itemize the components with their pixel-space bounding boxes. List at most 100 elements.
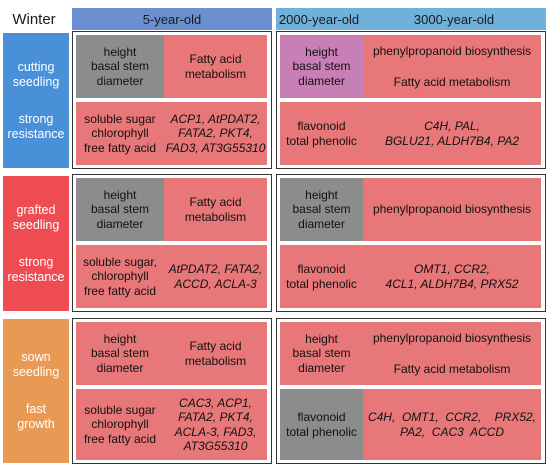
cell-line: free fatty acid <box>83 140 157 155</box>
cell-line: Fatty acid <box>189 52 242 66</box>
cell-line: 4CL1, ALDH7B4, PRX52 <box>385 276 519 291</box>
cell-line: soluble sugar <box>84 111 156 126</box>
cell-line: free fatty acid <box>83 283 157 298</box>
cell-genes: C4H, PAL, BGLU21, ALDH7B4, PA2 <box>363 102 541 165</box>
cell-line: diameter <box>96 360 144 375</box>
panel-5-year-sown: height basal stem diameter Fatty acid me… <box>72 318 272 464</box>
cell-line: FATA2, PKT4, <box>178 126 253 141</box>
cell-line: total phenolic <box>286 424 357 439</box>
cell-line: phenylpropanoid biosynthesis <box>372 44 532 58</box>
cell-line: ACLA-3, FAD3, <box>174 424 257 439</box>
cell-line: ACCD, ACLA-3 <box>174 276 257 291</box>
cell-pathway: Fatty acid metabolism <box>164 178 267 241</box>
cell-line: height <box>305 331 338 346</box>
panel-5-year-grafted: height basal stem diameter Fatty acid me… <box>72 174 272 312</box>
row-label-cutting-seedling: cutting seedling strong resistance <box>3 33 69 168</box>
cell-growth-traits: height basal stem diameter <box>280 322 363 385</box>
cell-genes: AtPDAT2, FATA2, ACCD, ACLA-3 <box>164 245 267 308</box>
cell-line: ACP1, AtPDAT2, <box>170 111 261 126</box>
panel-old-sown: height basal stem diameter phenylpropano… <box>276 318 546 464</box>
cell-line: total phenolic <box>286 133 357 148</box>
cell-line: basal stem <box>292 346 351 361</box>
cell-line: height <box>103 44 137 59</box>
cell-line: FAD3, AT3G55310 <box>165 140 266 155</box>
cell-line: flavonoid <box>297 262 346 276</box>
cell-growth-traits: height basal stem diameter <box>280 35 363 98</box>
cell-line: height <box>103 187 137 202</box>
cell-line: basal stem <box>90 59 150 74</box>
cell-line: Fatty acid metabolism <box>393 361 511 376</box>
cell-growth-traits: height basal stem diameter <box>76 178 164 241</box>
column-header-2000-year-old: 2000-year-old <box>276 8 362 30</box>
row-label-line: cutting <box>17 59 55 74</box>
cell-line: total phenolic <box>286 276 357 291</box>
cell-line: basal stem <box>90 346 150 361</box>
panel-5-year-cutting: height basal stem diameter Fatty acid me… <box>72 31 272 169</box>
cell-line: C4H, OMT1, CCR2, PRX52, <box>367 410 537 424</box>
row-label-line: fast <box>25 402 47 416</box>
cell-growth-traits: height basal stem diameter <box>76 35 164 98</box>
cell-line: soluble sugar, <box>82 254 158 269</box>
cell-physiological-traits: soluble sugar, chlorophyll free fatty ac… <box>76 245 164 308</box>
cell-line: flavonoid <box>297 119 346 133</box>
column-header-5-year-old: 5-year-old <box>72 8 272 30</box>
cell-line: basal stem <box>90 202 150 217</box>
cell-line: metabolism <box>184 209 247 224</box>
cell-line: chlorophyll <box>91 417 149 432</box>
cell-line: chlorophyll <box>91 126 149 141</box>
cell-line: diameter <box>96 216 144 231</box>
cell-line: AT3G55310 <box>183 439 248 453</box>
row-label-sown-seedling: sown seedling fast growth <box>3 319 69 463</box>
cell-line: height <box>305 187 338 202</box>
cell-line: diameter <box>298 360 345 375</box>
row-label-line: grafted <box>16 202 56 217</box>
row-label-line: growth <box>17 417 55 431</box>
panel-old-grafted: height basal stem diameter phenylpropano… <box>276 174 546 312</box>
cell-line: height <box>103 331 137 346</box>
column-header-3000-year-old: 3000-year-old <box>362 8 546 30</box>
row-label-line: seedling <box>12 217 60 232</box>
cell-physiological-traits: flavonoid total phenolic <box>280 389 363 460</box>
row-label-line: strong <box>18 111 54 126</box>
cell-line: diameter <box>298 216 345 231</box>
row-label-grafted-seedling: grafted seedling strong resistance <box>3 176 69 311</box>
cell-line: diameter <box>298 73 345 88</box>
column-header-2000-year-old-label: 2000-year-old <box>278 11 360 27</box>
cell-physiological-traits: soluble sugar chlorophyll free fatty aci… <box>76 102 164 165</box>
cell-growth-traits: height basal stem diameter <box>280 178 363 241</box>
row-label-line: seedling <box>12 74 60 89</box>
cell-physiological-traits: flavonoid total phenolic <box>280 245 363 308</box>
row-label-line: sown <box>21 350 51 364</box>
cell-line: Fatty acid metabolism <box>393 74 511 89</box>
row-label-line: resistance <box>7 269 65 284</box>
cell-line: free fatty acid <box>83 431 157 446</box>
cell-line: basal stem <box>292 202 351 217</box>
column-header-3000-year-old-label: 3000-year-old <box>413 11 495 27</box>
cell-line: phenylpropanoid biosynthesis <box>372 202 532 217</box>
corner-label: Winter <box>12 10 56 28</box>
row-label-line: seedling <box>12 365 60 379</box>
cell-pathway: phenylpropanoid biosynthesis <box>363 178 541 241</box>
column-header-5-year-old-label: 5-year-old <box>142 11 202 27</box>
cell-line: height <box>305 44 338 59</box>
cell-pathway: Fatty acid metabolism <box>164 322 267 385</box>
cell-line: BGLU21, ALDH7B4, PA2 <box>384 133 520 148</box>
cell-line: metabolism <box>184 353 247 368</box>
cell-line: C4H, PAL, <box>424 119 480 133</box>
cell-line: metabolism <box>184 66 247 81</box>
cell-genes: OMT1, CCR2, 4CL1, ALDH7B4, PRX52 <box>363 245 541 308</box>
cell-physiological-traits: soluble sugar chlorophyll free fatty aci… <box>76 389 164 460</box>
row-label-line: resistance <box>7 126 65 141</box>
cell-line: OMT1, CCR2, <box>413 262 490 276</box>
cell-line: phenylpropanoid biosynthesis <box>372 331 532 345</box>
cell-growth-traits: height basal stem diameter <box>76 322 164 385</box>
cell-line: FATA2, PKT4, <box>178 410 253 424</box>
cell-line: basal stem <box>292 59 351 74</box>
cell-line: chlorophyll <box>91 269 149 284</box>
cell-line: PA2, CAC3 ACCD <box>399 424 505 439</box>
cell-physiological-traits: flavonoid total phenolic <box>280 102 363 165</box>
cell-pathway: Fatty acid metabolism <box>164 35 267 98</box>
cell-line: Fatty acid <box>189 195 242 209</box>
cell-line: CAC3, ACP1, <box>179 395 252 410</box>
cell-line: flavonoid <box>297 410 346 424</box>
